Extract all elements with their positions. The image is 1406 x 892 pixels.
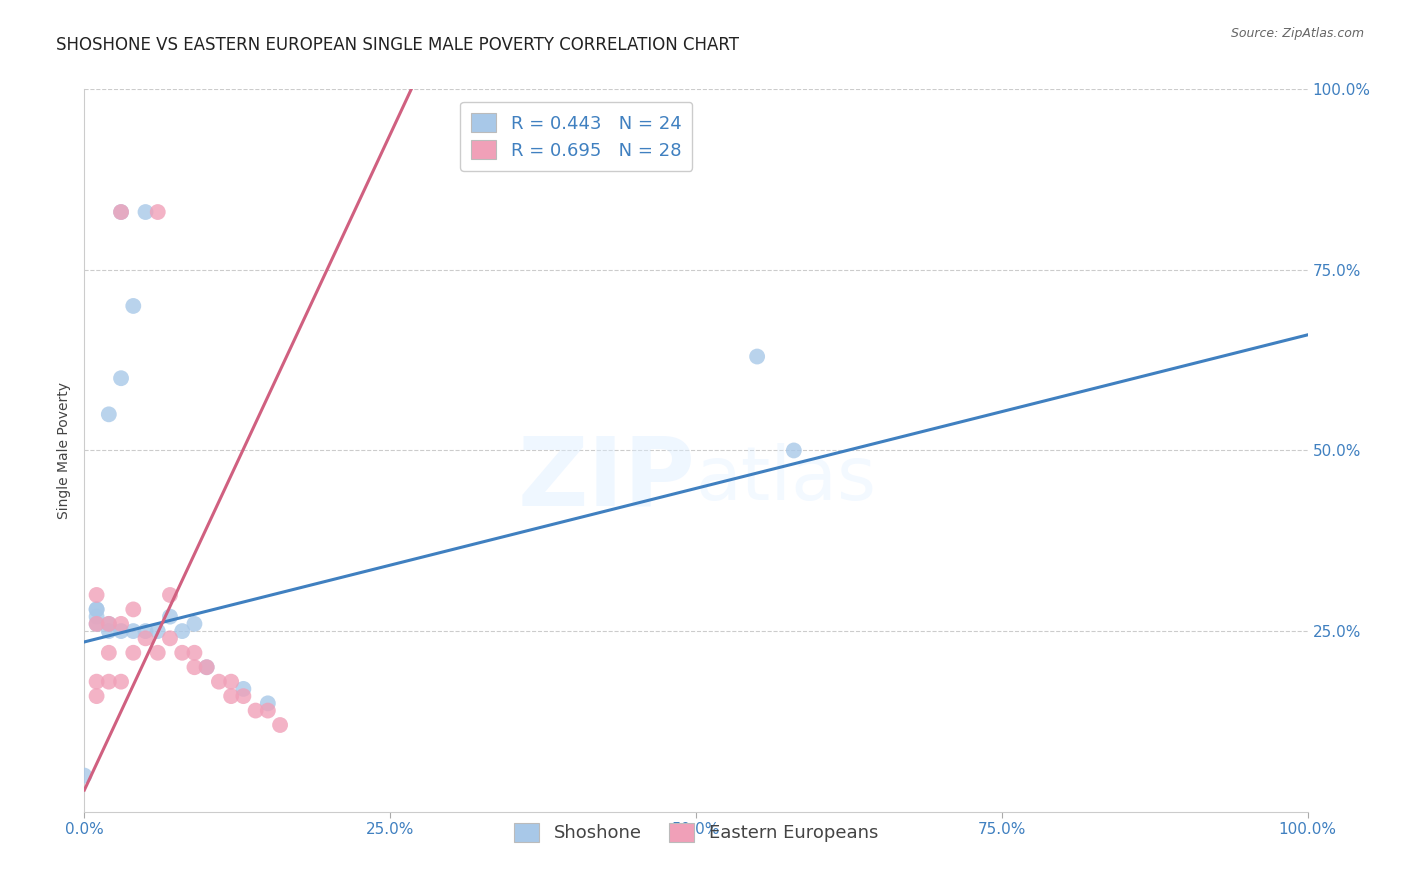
Point [86, 602, 108, 616]
Point [146, 205, 169, 219]
Point [86, 674, 108, 689]
Point [135, 205, 157, 219]
Point [97, 624, 120, 639]
Point [122, 602, 145, 616]
Point [208, 674, 231, 689]
Point [783, 443, 806, 458]
Point [86, 616, 108, 631]
Point [159, 632, 181, 646]
Point [195, 660, 218, 674]
Point [245, 704, 267, 718]
Point [183, 646, 205, 660]
Point [86, 689, 108, 703]
Point [110, 674, 132, 689]
Point [183, 660, 205, 674]
Point [269, 718, 291, 732]
Y-axis label: Single Male Poverty: Single Male Poverty [58, 382, 72, 519]
Point [110, 205, 132, 219]
Point [86, 588, 108, 602]
Point [110, 616, 132, 631]
Point [219, 674, 242, 689]
Point [135, 624, 157, 639]
Point [122, 299, 145, 313]
Point [122, 646, 145, 660]
Point [232, 689, 254, 703]
Text: atlas: atlas [696, 442, 877, 516]
Point [110, 624, 132, 639]
Point [86, 609, 108, 624]
Point [97, 674, 120, 689]
Point [747, 350, 769, 364]
Legend: Shoshone, Eastern Europeans: Shoshone, Eastern Europeans [506, 815, 886, 850]
Point [122, 624, 145, 639]
Point [219, 689, 242, 703]
Point [172, 624, 194, 639]
Point [172, 646, 194, 660]
Point [97, 407, 120, 421]
Text: ZIP: ZIP [517, 433, 696, 526]
Point [146, 646, 169, 660]
Text: SHOSHONE VS EASTERN EUROPEAN SINGLE MALE POVERTY CORRELATION CHART: SHOSHONE VS EASTERN EUROPEAN SINGLE MALE… [56, 36, 740, 54]
Text: Source: ZipAtlas.com: Source: ZipAtlas.com [1230, 27, 1364, 40]
Point [195, 660, 218, 674]
Point [183, 616, 205, 631]
Point [97, 616, 120, 631]
Point [86, 616, 108, 631]
Point [232, 681, 254, 696]
Point [110, 371, 132, 385]
Point [97, 646, 120, 660]
Point [257, 704, 280, 718]
Point [86, 602, 108, 616]
Point [146, 624, 169, 639]
Point [135, 632, 157, 646]
Point [257, 696, 280, 710]
Point [73, 769, 96, 783]
Point [110, 205, 132, 219]
Point [159, 609, 181, 624]
Point [97, 616, 120, 631]
Point [159, 588, 181, 602]
